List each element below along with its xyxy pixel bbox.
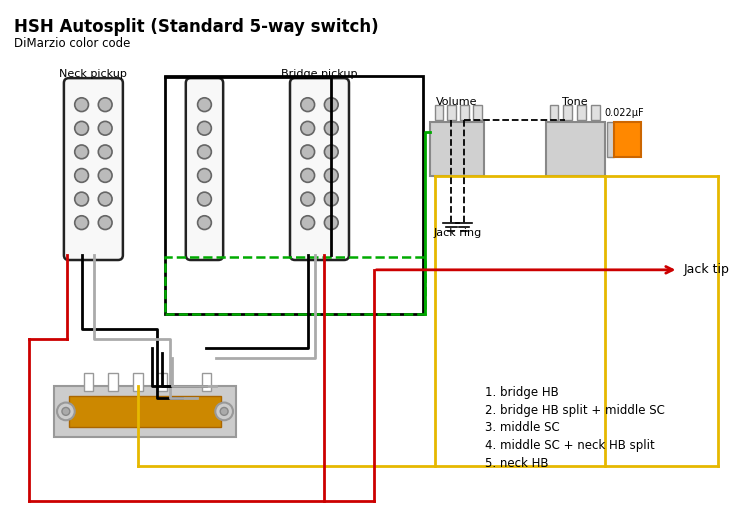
- Circle shape: [197, 98, 211, 112]
- Circle shape: [99, 145, 112, 159]
- Circle shape: [301, 98, 314, 112]
- Circle shape: [197, 216, 211, 229]
- Circle shape: [99, 192, 112, 206]
- Circle shape: [62, 408, 70, 415]
- Circle shape: [75, 145, 88, 159]
- Bar: [615, 122, 641, 157]
- Circle shape: [216, 402, 233, 420]
- Text: 3. middle SC: 3. middle SC: [484, 421, 559, 434]
- Circle shape: [197, 145, 211, 159]
- Circle shape: [75, 98, 88, 112]
- Bar: [108, 373, 118, 391]
- Circle shape: [99, 121, 112, 135]
- Circle shape: [325, 216, 338, 229]
- Bar: [460, 105, 469, 121]
- Bar: [165, 76, 422, 314]
- Text: HSH Autosplit (Standard 5-way switch): HSH Autosplit (Standard 5-way switch): [14, 18, 378, 36]
- Bar: [54, 386, 236, 437]
- Circle shape: [197, 168, 211, 183]
- Text: Volume: Volume: [436, 97, 478, 107]
- Text: 2. bridge HB split + middle SC: 2. bridge HB split + middle SC: [484, 404, 665, 417]
- Circle shape: [99, 168, 112, 183]
- Text: Neck pickup: Neck pickup: [60, 69, 127, 79]
- Bar: [550, 105, 559, 121]
- Bar: [563, 105, 572, 121]
- Circle shape: [75, 192, 88, 206]
- Text: Jack tip: Jack tip: [683, 263, 729, 276]
- Bar: [591, 105, 600, 121]
- Text: 4. middle SC + neck HB split: 4. middle SC + neck HB split: [484, 439, 654, 452]
- Bar: [132, 373, 143, 391]
- Bar: [165, 257, 425, 314]
- Circle shape: [325, 192, 338, 206]
- Circle shape: [301, 168, 314, 183]
- Circle shape: [75, 168, 88, 183]
- Circle shape: [325, 168, 338, 183]
- Text: Jack ring: Jack ring: [434, 228, 482, 238]
- Bar: [430, 122, 484, 176]
- Circle shape: [220, 408, 228, 415]
- Text: 1. bridge HB: 1. bridge HB: [484, 386, 559, 399]
- Bar: [577, 105, 586, 121]
- Bar: [84, 373, 93, 391]
- Text: Bridge pickup: Bridge pickup: [281, 69, 358, 79]
- Circle shape: [325, 98, 338, 112]
- Bar: [606, 122, 615, 157]
- FancyBboxPatch shape: [185, 78, 223, 260]
- Circle shape: [99, 216, 112, 229]
- Circle shape: [301, 121, 314, 135]
- Bar: [473, 105, 481, 121]
- Circle shape: [99, 98, 112, 112]
- Text: 5. neck HB: 5. neck HB: [484, 457, 548, 470]
- Circle shape: [197, 192, 211, 206]
- Circle shape: [325, 121, 338, 135]
- Bar: [202, 373, 211, 391]
- Circle shape: [301, 192, 314, 206]
- Circle shape: [301, 145, 314, 159]
- Text: DiMarzio color code: DiMarzio color code: [14, 37, 130, 50]
- Text: Tone: Tone: [562, 97, 588, 107]
- Bar: [68, 396, 222, 427]
- Circle shape: [75, 121, 88, 135]
- Bar: [447, 105, 456, 121]
- Text: 0.022μF: 0.022μF: [604, 109, 643, 119]
- Bar: [545, 122, 604, 176]
- Circle shape: [75, 216, 88, 229]
- Circle shape: [325, 145, 338, 159]
- Bar: [434, 105, 443, 121]
- Bar: [158, 373, 167, 391]
- Circle shape: [301, 216, 314, 229]
- FancyBboxPatch shape: [64, 78, 123, 260]
- Circle shape: [197, 121, 211, 135]
- FancyBboxPatch shape: [290, 78, 349, 260]
- Circle shape: [57, 402, 75, 420]
